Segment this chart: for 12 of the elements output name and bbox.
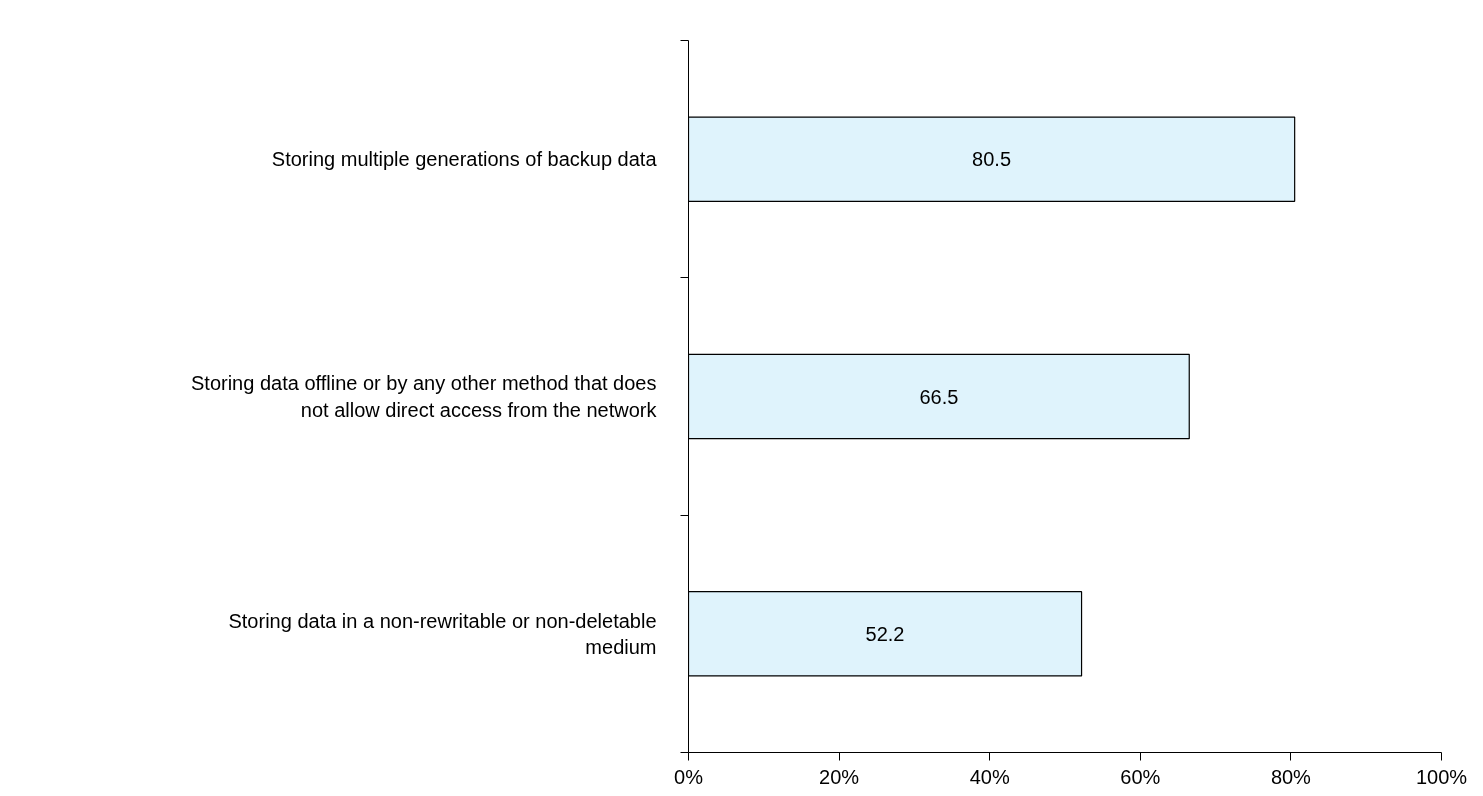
data-label: 52.2: [865, 622, 905, 645]
y-tick-label: Storing data offline or by any other method that does not allow direct access from the network: [191, 372, 658, 421]
y-tick-label: Storing multiple generations of backup data: [271, 148, 658, 171]
x-tick-label: 80%: [1270, 765, 1312, 788]
y-tick-label: Storing data in a non-rewritable or non-deletable medium: [228, 609, 657, 659]
x-tick-label: 20%: [819, 765, 860, 788]
data-label: 66.5: [919, 385, 959, 408]
x-tick-label: 40%: [969, 765, 1010, 788]
x-tick-label: 0%: [674, 765, 704, 788]
data-label: 80.5: [972, 148, 1012, 171]
x-tick-label: 100%: [1415, 765, 1468, 788]
x-tick-label: 60%: [1120, 765, 1161, 788]
